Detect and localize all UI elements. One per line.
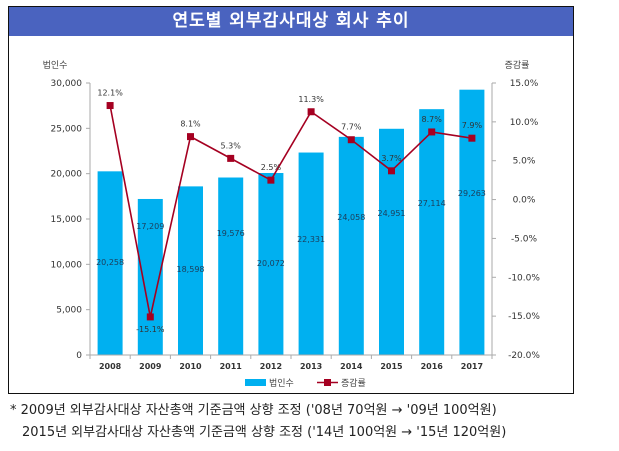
x-tick-label: 2009 [139, 362, 162, 371]
x-tick-label: 2015 [380, 362, 403, 371]
legend: 법인수 증감률 [245, 377, 366, 389]
right-tick-label: 10.0% [510, 118, 539, 128]
x-tick-label: 2011 [220, 362, 243, 371]
right-tick-label: -5.0% [511, 234, 538, 244]
bar-2011 [218, 177, 244, 355]
point-value-label: 5.3% [221, 141, 242, 150]
footnotes: * 2009년 외부감사대상 자산총액 기준금액 상향 조정 ('08년 70억… [10, 400, 506, 444]
right-tick-label: -20.0% [508, 351, 540, 361]
bar-labels: 20,258 17,209 18,598 19,576 20,072 22,331 24,0… [96, 189, 486, 274]
bar-2016 [419, 109, 445, 355]
left-axis-title: 법인수 [43, 60, 68, 71]
footnote-2009: * 2009년 외부감사대상 자산총액 기준금액 상향 조정 ('08년 70억… [10, 403, 497, 418]
point-value-label: 7.9% [462, 121, 483, 130]
bar-value-label: 24,951 [378, 209, 406, 218]
x-tick-label: 2008 [99, 362, 122, 371]
bar-value-label: 17,209 [136, 222, 164, 231]
bar-value-label: 18,598 [177, 265, 205, 274]
right-axis-title: 증감률 [505, 59, 530, 71]
marker-2011 [227, 154, 235, 162]
legend-swatch-bars [245, 379, 266, 386]
left-tick-label: 0 [76, 351, 82, 361]
point-value-label: 3.7% [381, 154, 402, 163]
legend-label-bars: 법인수 [269, 378, 294, 389]
marker-2017 [468, 134, 476, 142]
point-value-label: 11.3% [298, 95, 324, 104]
left-tick-label: 10,000 [51, 260, 83, 270]
point-value-label: 7.7% [341, 123, 362, 132]
marker-2012 [267, 176, 275, 184]
right-axis: -20.0% -15.0% -10.0% -5.0% 0.0% 5.0% 10.0% 15.0… [491, 59, 540, 361]
bar-2017 [459, 89, 485, 356]
marker-2009 [146, 313, 154, 321]
x-axis: 2008 2009 2010 2011 2012 2013 2014 2015 2016 2017 [89, 354, 493, 371]
point-value-label: 12.1% [97, 89, 123, 98]
bar-2015 [379, 128, 404, 355]
bar-2012 [258, 173, 284, 355]
marker-2008 [106, 102, 114, 110]
right-tick-label: 15.0% [510, 79, 539, 89]
bar-2013 [298, 152, 324, 355]
left-tick-label: 15,000 [51, 215, 83, 225]
right-tick-label: -15.0% [508, 312, 540, 322]
line-series: 12.1% -15.1% 8.1% 5.3% 2.5% 11.3% 7.7% 3.7% 8.7%… [97, 89, 482, 334]
x-tick-label: 2010 [179, 362, 202, 371]
left-tick-label: 30,000 [51, 79, 83, 89]
marker-2015 [388, 167, 395, 175]
growth-line [109, 105, 473, 318]
combo-chart: 0 5,000 10,000 15,000 20,000 25,000 30,000 법인수 … [43, 59, 541, 389]
bar-2010 [178, 186, 203, 355]
left-tick-label: 20,000 [51, 170, 83, 180]
x-tick-label: 2012 [260, 362, 282, 371]
chart-title: 연도별 외부감사대상 회사 추이 [9, 7, 573, 36]
legend-label-line: 증감률 [341, 377, 366, 389]
point-value-label: 2.5% [261, 163, 282, 172]
right-tick-label: 5.0% [513, 157, 536, 167]
left-tick-label: 5,000 [56, 306, 82, 316]
x-tick-label: 2016 [421, 362, 444, 371]
marker-2010 [187, 133, 194, 141]
point-value-label: -15.1% [136, 325, 165, 334]
bar-value-label: 20,072 [257, 259, 285, 268]
bar-value-label: 29,263 [458, 189, 486, 198]
marker-2016 [428, 128, 436, 136]
left-axis: 0 5,000 10,000 15,000 20,000 25,000 30,000 법인수 [43, 60, 91, 361]
right-tick-label: 0.0% [513, 196, 536, 206]
bar-value-label: 19,576 [217, 229, 245, 238]
bar-value-label: 20,258 [96, 258, 124, 267]
bar-series [97, 89, 485, 356]
bar-2014 [338, 136, 364, 355]
marker-2013 [307, 108, 315, 116]
x-tick-label: 2013 [300, 362, 322, 371]
bar-value-label: 22,331 [297, 235, 325, 244]
x-tick-label: 2017 [461, 362, 483, 371]
point-value-label: 8.7% [422, 115, 443, 124]
bar-value-label: 27,114 [418, 199, 446, 208]
point-value-label: 8.1% [180, 120, 201, 129]
legend-swatch-marker [324, 379, 331, 386]
footnote-2015: 2015년 외부감사대상 자산총액 기준금액 상향 조정 ('14년 100억원… [22, 425, 507, 440]
x-tick-label: 2014 [340, 362, 363, 371]
bar-value-label: 24,058 [337, 213, 365, 222]
marker-2014 [347, 136, 355, 144]
right-tick-label: -10.0% [508, 273, 540, 283]
bar-2008 [97, 171, 123, 355]
left-tick-label: 25,000 [51, 124, 83, 134]
